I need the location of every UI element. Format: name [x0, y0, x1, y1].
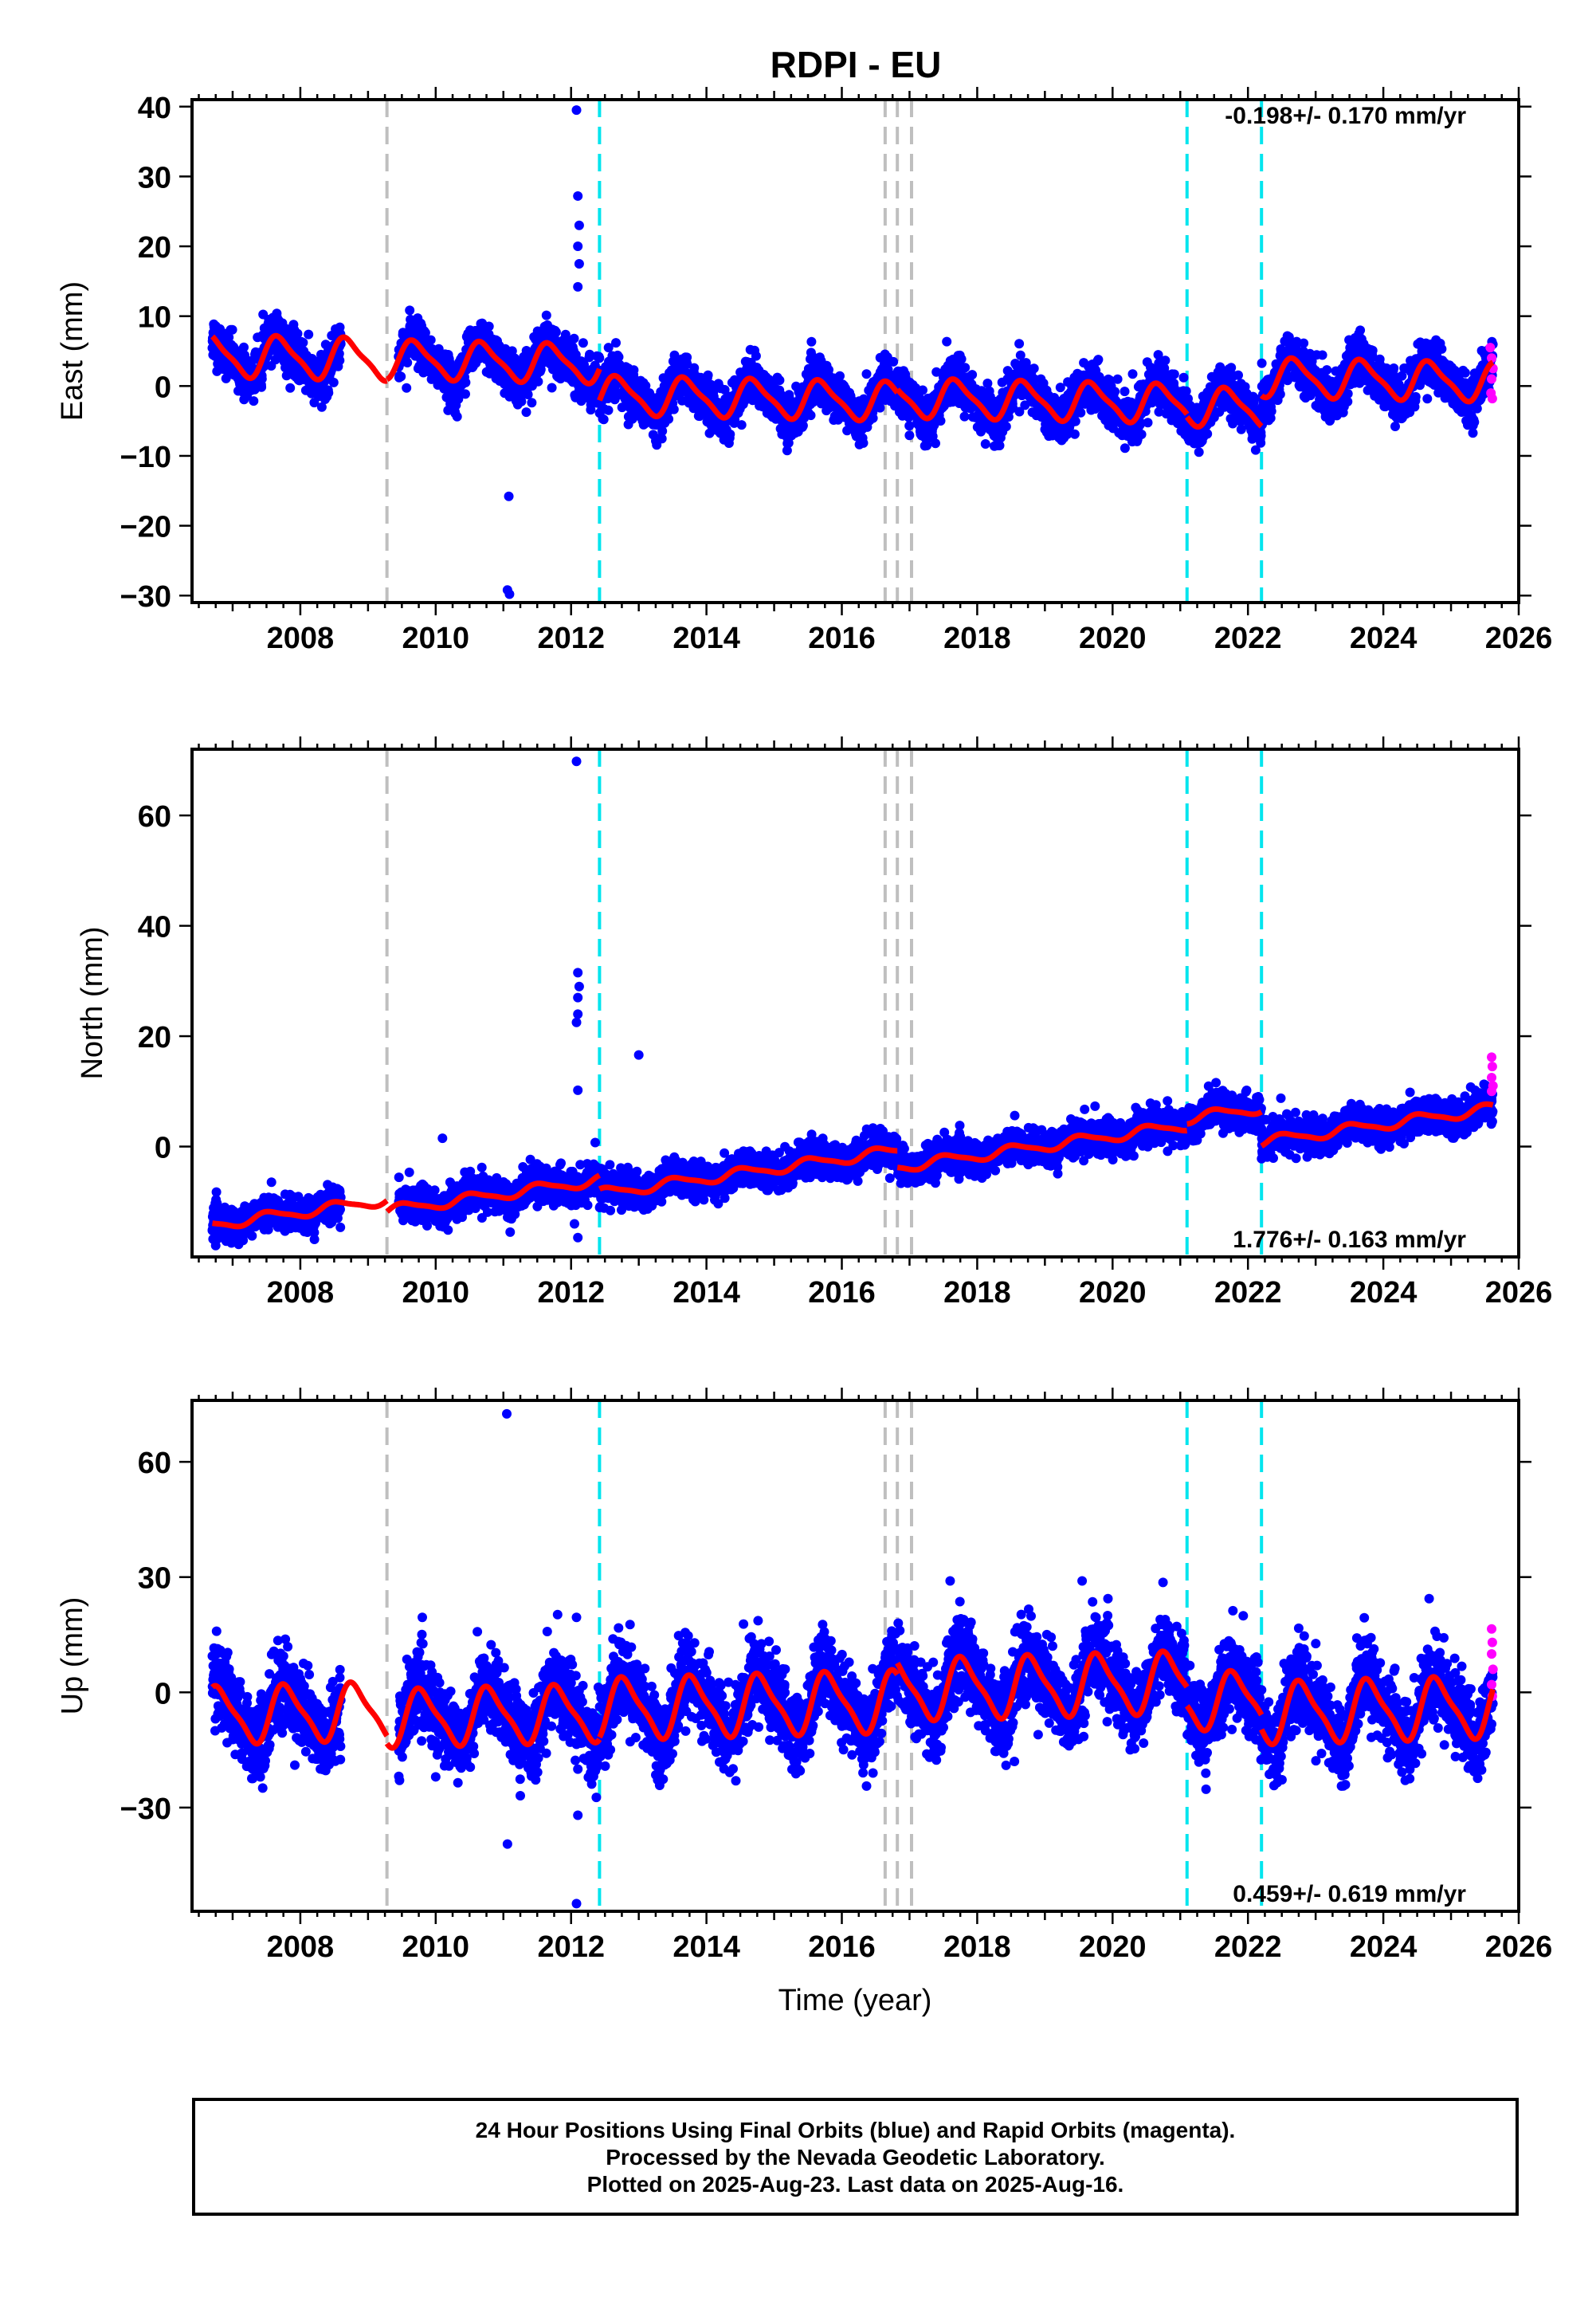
east-point — [1120, 387, 1130, 397]
east-point — [1076, 407, 1086, 418]
chart-title: RDPI - EU — [771, 44, 942, 85]
east-point — [1275, 389, 1285, 399]
east-point — [1266, 406, 1276, 416]
east-point — [533, 376, 543, 387]
east-point — [453, 394, 464, 404]
east-point — [774, 375, 785, 386]
east-point — [669, 404, 679, 414]
east-point — [461, 377, 471, 387]
east-point — [611, 338, 621, 348]
east-point — [461, 389, 470, 399]
east-point — [703, 370, 713, 380]
east-point — [547, 383, 557, 393]
east-point — [281, 324, 292, 334]
east-point — [239, 342, 249, 352]
east-point — [629, 365, 639, 375]
east-point — [1160, 355, 1171, 366]
east-point — [527, 398, 537, 408]
east-point — [1070, 416, 1080, 426]
east-point — [689, 363, 700, 373]
east-plot-area — [207, 100, 1498, 603]
east-point — [452, 411, 462, 422]
east-point — [224, 332, 234, 343]
east-point — [1256, 430, 1266, 441]
east-point — [523, 390, 533, 399]
east-point — [484, 321, 494, 332]
east-point — [1257, 358, 1267, 368]
east-point — [316, 402, 327, 412]
east-point — [725, 429, 735, 439]
east-point — [664, 414, 674, 424]
east-point — [324, 387, 334, 398]
east-point — [1169, 369, 1179, 379]
east-point — [967, 370, 978, 380]
east-point — [535, 364, 546, 375]
east-point — [960, 363, 971, 373]
east-point — [569, 333, 579, 344]
east-point — [402, 383, 412, 393]
east-point — [1233, 370, 1243, 380]
east-point — [861, 369, 872, 379]
east-point — [751, 351, 761, 361]
east-point — [335, 355, 345, 366]
east-point — [598, 414, 609, 425]
east-point — [227, 324, 237, 335]
east-point — [1093, 355, 1104, 365]
east-point — [521, 407, 531, 418]
east-point — [1001, 422, 1011, 432]
panels-layer: 2008 2010 2012 2014 2016 2018 2020 2022 2024 2026… — [56, 87, 1552, 1964]
east-point — [956, 354, 967, 364]
east-point — [304, 329, 314, 340]
east-point — [959, 411, 970, 422]
east-point — [888, 356, 899, 367]
east-point — [551, 327, 561, 337]
panel-east: 2008 2010 2012 2014 2016 2018 2020 2022 2024 2026… — [56, 87, 1552, 655]
east-point — [1014, 339, 1025, 349]
east-point — [1136, 430, 1147, 439]
east-point — [980, 439, 990, 449]
east-point — [657, 426, 668, 436]
east-point — [396, 371, 406, 382]
east-point — [578, 338, 588, 348]
east-point — [285, 383, 296, 393]
east-point — [868, 413, 878, 423]
east-point — [521, 346, 531, 355]
east-point — [425, 335, 436, 345]
east-point — [1110, 387, 1120, 397]
east-point — [249, 396, 259, 406]
east-point — [257, 374, 267, 384]
east-point — [1112, 374, 1123, 384]
east-point — [1120, 443, 1130, 454]
east-point — [858, 438, 869, 448]
east-point — [806, 410, 816, 421]
east-point — [1069, 429, 1080, 439]
east-point — [603, 405, 614, 415]
east-point — [931, 438, 940, 449]
east-point — [806, 336, 817, 347]
east-point — [516, 396, 527, 406]
east-point — [594, 353, 605, 363]
east-point — [298, 337, 308, 348]
east-point — [1029, 363, 1039, 374]
east-point — [420, 328, 430, 338]
east-point — [1202, 429, 1213, 439]
east-point — [1127, 369, 1138, 379]
east-point — [334, 348, 344, 359]
east-final-orbit-points — [207, 105, 1498, 599]
east-point — [292, 328, 303, 339]
east-point — [942, 336, 952, 347]
east-point — [402, 358, 413, 367]
east-point — [918, 385, 927, 395]
east-point — [935, 416, 946, 426]
east-point — [1194, 447, 1204, 457]
east-point — [405, 305, 415, 316]
east-point — [904, 430, 915, 441]
east-point — [328, 377, 339, 387]
east-point — [1143, 418, 1153, 428]
east-point — [541, 310, 551, 320]
east-point — [736, 420, 747, 430]
east-point — [257, 382, 267, 392]
east-point — [835, 371, 845, 381]
